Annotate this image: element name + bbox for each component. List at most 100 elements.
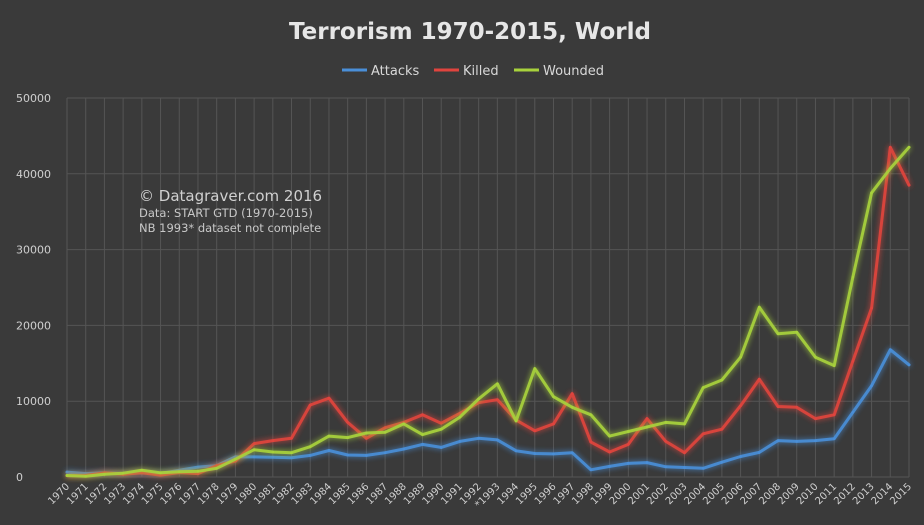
data-point-wounded [552, 395, 555, 398]
data-point-wounded [589, 413, 593, 417]
data-point-attacks [776, 439, 780, 442]
plot-area [65, 145, 911, 478]
data-point-wounded [608, 434, 611, 438]
data-point-attacks [514, 449, 518, 453]
data-point-wounded [252, 448, 256, 452]
data-point-killed [832, 413, 836, 417]
data-point-attacks [870, 384, 873, 387]
data-point-killed [664, 440, 668, 443]
data-point-wounded [570, 405, 574, 409]
data-point-killed [907, 183, 911, 187]
data-point-wounded [701, 386, 705, 389]
data-point-killed [421, 413, 424, 417]
data-point-attacks [65, 470, 69, 474]
data-point-wounded [421, 433, 424, 436]
data-point-wounded [458, 415, 462, 419]
data-point-killed [271, 439, 275, 442]
data-point-attacks [701, 466, 705, 470]
data-point-attacks [608, 465, 611, 468]
data-point-attacks [888, 348, 892, 351]
legend-label: Killed [463, 64, 499, 79]
data-point-attacks [645, 461, 649, 464]
data-point-killed [739, 404, 742, 408]
data-point-attacks [196, 465, 200, 469]
data-point-attacks [552, 452, 555, 456]
legend-item-killed: Killed [434, 64, 499, 79]
data-point-killed [814, 417, 817, 420]
data-point-killed [346, 421, 349, 424]
data-point-wounded [851, 275, 855, 279]
y-tick-label: 40000 [16, 168, 51, 181]
data-point-attacks [308, 454, 312, 457]
data-point-attacks [290, 456, 293, 459]
data-point-attacks [589, 468, 593, 472]
data-point-killed [570, 392, 574, 395]
data-point-attacks [402, 447, 406, 451]
data-point-wounded [65, 474, 69, 477]
data-point-wounded [907, 145, 911, 149]
data-point-attacks [683, 466, 686, 469]
watermark-source: Data: START GTD (1970-2015) [139, 206, 313, 220]
data-point-killed [683, 451, 686, 455]
data-point-wounded [870, 191, 873, 195]
data-point-attacks [327, 449, 331, 452]
data-point-wounded [496, 382, 499, 386]
data-point-killed [196, 472, 200, 475]
data-point-attacks [439, 446, 443, 449]
y-tick-label: 0 [16, 471, 23, 484]
data-point-killed [458, 412, 462, 415]
data-point-wounded [776, 332, 780, 336]
data-point-killed [589, 440, 593, 444]
data-point-wounded [664, 421, 668, 424]
y-axis: 0 10000 20000 30000 40000 50000 [16, 92, 51, 484]
legend-item-attacks: Attacks [342, 64, 420, 79]
data-point-wounded [439, 427, 443, 431]
data-point-killed [159, 473, 162, 477]
data-point-attacks [252, 455, 256, 459]
data-point-wounded [196, 470, 200, 473]
data-point-killed [140, 471, 144, 475]
legend: Attacks Killed Wounded [342, 64, 604, 79]
data-point-attacks [458, 440, 462, 443]
data-point-killed [439, 421, 443, 425]
data-point-killed [720, 427, 724, 431]
data-point-wounded [402, 422, 406, 426]
data-point-killed [365, 437, 368, 440]
data-point-wounded [383, 430, 387, 434]
data-point-wounded [121, 471, 125, 475]
data-point-wounded [720, 378, 724, 382]
data-point-wounded [234, 457, 237, 461]
data-point-killed [308, 403, 312, 407]
data-point-attacks [664, 465, 668, 469]
data-point-killed [851, 359, 855, 363]
data-point-attacks [271, 455, 275, 459]
data-point-killed [252, 442, 256, 445]
data-point-killed [627, 443, 630, 446]
y-tick-label: 30000 [16, 244, 51, 257]
legend-label: Attacks [371, 64, 420, 79]
y-tick-label: 10000 [16, 395, 51, 408]
watermark: © Datagraver.com 2016 Data: START GTD (1… [139, 187, 322, 235]
legend-item-wounded: Wounded [514, 64, 604, 79]
data-point-wounded [645, 425, 649, 429]
data-point-killed [327, 396, 331, 400]
chart-title: Terrorism 1970-2015, World [289, 19, 651, 45]
data-point-wounded [795, 330, 799, 334]
data-point-killed [383, 426, 387, 430]
data-point-wounded [533, 367, 537, 370]
data-point-killed [290, 437, 293, 440]
y-tick-label: 20000 [16, 319, 51, 332]
data-point-killed [758, 377, 761, 381]
data-point-attacks [365, 454, 368, 457]
data-point-killed [477, 401, 480, 405]
data-point-wounded [627, 430, 630, 433]
data-point-wounded [683, 422, 686, 426]
data-point-attacks [907, 363, 911, 367]
y-tick-label: 50000 [16, 92, 51, 105]
watermark-note: NB 1993* dataset not complete [139, 221, 321, 235]
data-point-wounded [365, 431, 368, 435]
watermark-copyright: © Datagraver.com 2016 [139, 187, 322, 205]
data-point-attacks [383, 451, 387, 455]
